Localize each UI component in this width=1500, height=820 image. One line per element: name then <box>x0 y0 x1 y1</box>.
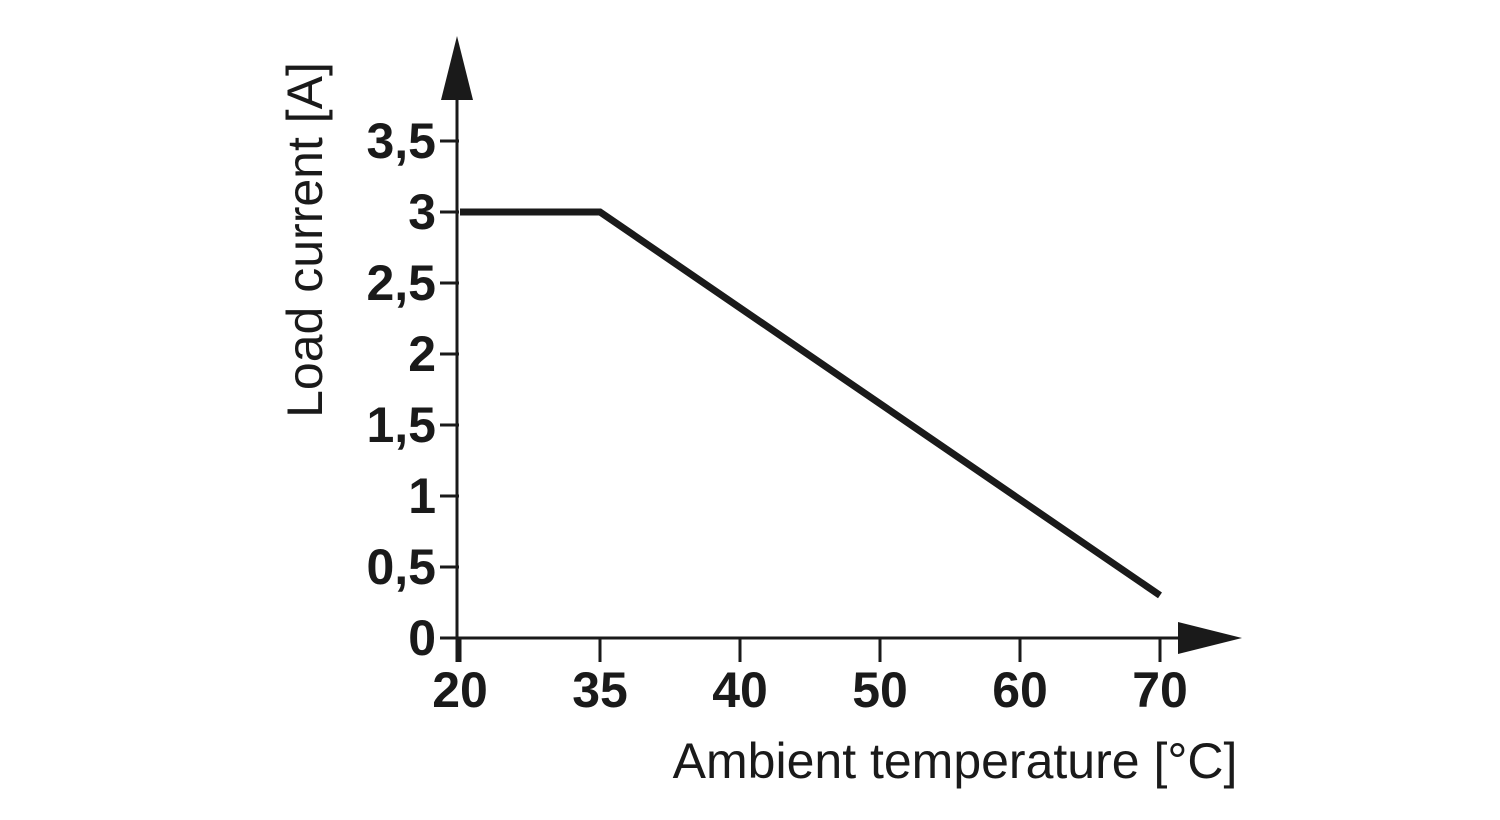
x-tick-label: 60 <box>992 662 1048 718</box>
y-tick-label: 2,5 <box>366 255 436 311</box>
x-tick-label: 20 <box>432 662 488 718</box>
y-tick-label: 0,5 <box>366 539 436 595</box>
x-tick-label: 50 <box>852 662 908 718</box>
y-tick-label: 1,5 <box>366 397 436 453</box>
data-series-line <box>460 208 1162 599</box>
tick-marks <box>440 139 1162 662</box>
tick-labels: 20 35 40 50 60 70 0 0,5 1 1,5 2 2,5 3 3,5 <box>366 113 1187 718</box>
x-axis-title: Ambient temperature [°C] <box>673 733 1238 789</box>
y-tick-label: 1 <box>408 468 436 524</box>
y-tick-label: 2 <box>408 326 436 382</box>
x-axis-arrow-icon <box>1178 622 1242 654</box>
y-tick-label: 0 <box>408 610 436 666</box>
y-tick-label: 3,5 <box>366 113 436 169</box>
x-tick-label: 40 <box>712 662 768 718</box>
y-axis-title: Load current [A] <box>277 62 333 418</box>
y-tick-label: 3 <box>408 184 436 240</box>
x-tick-label: 35 <box>572 662 628 718</box>
y-axis-arrow-icon <box>441 36 473 100</box>
series-lines <box>460 208 1162 599</box>
x-tick-label: 70 <box>1132 662 1188 718</box>
